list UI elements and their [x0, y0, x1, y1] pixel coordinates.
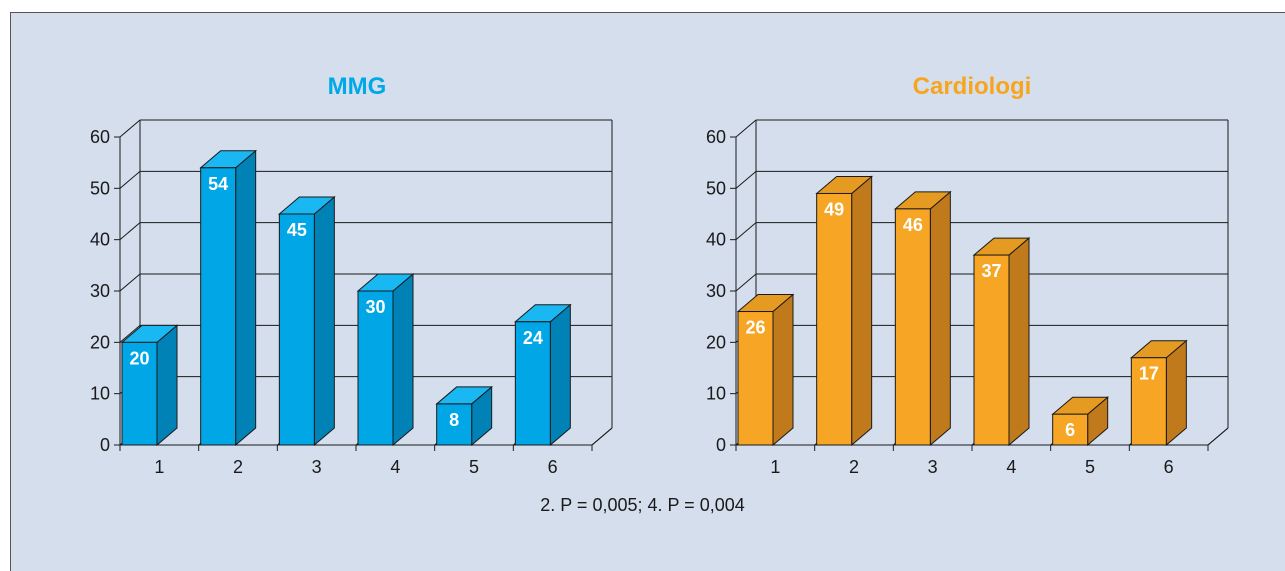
y-tick-label: 50	[706, 178, 726, 198]
y-tick-label: 30	[706, 281, 726, 301]
x-tick-label: 3	[928, 457, 938, 477]
bar-5	[436, 403, 473, 446]
grid-diagonal	[735, 222, 757, 241]
x-tick-label: 1	[770, 457, 780, 477]
bar-side-2	[235, 149, 257, 447]
footnote: 2. P = 0,005; 4. P = 0,004	[540, 495, 745, 515]
y-tick-label: 0	[716, 435, 726, 455]
bar-4	[973, 254, 1010, 446]
data-label: 45	[287, 220, 307, 240]
bar-1	[121, 341, 158, 446]
data-label: 8	[449, 410, 459, 430]
data-label: 30	[365, 297, 385, 317]
chart-1: MMG 0 10 20 30 40 50 60 20 1 54 2 45 3 30 4 8 5 24 6	[90, 73, 613, 477]
data-label: 54	[208, 174, 228, 194]
floor-diagonal	[1207, 427, 1229, 446]
data-label: 26	[745, 318, 765, 338]
bar-side-6	[549, 303, 571, 447]
bar-1	[737, 311, 774, 446]
x-tick-label: 4	[1006, 457, 1016, 477]
x-tick-label: 5	[469, 457, 479, 477]
bar-side-6	[1165, 339, 1187, 447]
x-tick-label: 2	[233, 457, 243, 477]
grid-diagonal	[119, 222, 141, 241]
data-label: 24	[523, 328, 543, 348]
bar-4	[357, 290, 394, 446]
bar-2	[816, 192, 853, 446]
y-tick-label: 60	[90, 127, 110, 147]
bar-side-3	[929, 190, 951, 447]
bar-side-3	[313, 195, 335, 447]
bar-side-1	[772, 293, 794, 447]
chart-title: Cardiologi	[913, 73, 1032, 100]
y-tick-label: 10	[90, 384, 110, 404]
data-label: 6	[1065, 420, 1075, 440]
bar-side-4	[392, 272, 414, 447]
x-tick-label: 2	[849, 457, 859, 477]
bar-side-1	[156, 324, 178, 447]
y-tick-label: 0	[100, 435, 110, 455]
grid-diagonal	[119, 273, 141, 292]
x-tick-label: 4	[390, 457, 400, 477]
data-label: 46	[903, 215, 923, 235]
x-tick-label: 3	[312, 457, 322, 477]
bar-side-4	[1008, 236, 1030, 447]
y-tick-label: 40	[706, 230, 726, 250]
data-label: 37	[981, 261, 1001, 281]
y-tick-label: 50	[90, 178, 110, 198]
x-tick-label: 6	[1164, 457, 1174, 477]
grid-diagonal	[119, 324, 141, 343]
grid-diagonal	[735, 170, 757, 189]
bar-6	[1130, 357, 1167, 446]
x-tick-label: 5	[1085, 457, 1095, 477]
bar-3	[278, 213, 315, 446]
bar-6	[514, 321, 551, 446]
data-label: 17	[1139, 364, 1159, 384]
chart-title: MMG	[328, 73, 387, 100]
grid-diagonal	[119, 119, 141, 138]
grid-diagonal	[735, 273, 757, 292]
x-tick-label: 6	[548, 457, 558, 477]
floor-diagonal	[591, 427, 613, 446]
y-tick-label: 20	[90, 332, 110, 352]
y-tick-label: 20	[706, 332, 726, 352]
grid-diagonal	[735, 119, 757, 138]
bar-5	[1052, 413, 1089, 446]
y-tick-label: 30	[90, 281, 110, 301]
bar-side-2	[851, 175, 873, 447]
data-label: 49	[824, 199, 844, 219]
y-tick-label: 40	[90, 230, 110, 250]
bar-2	[200, 167, 237, 446]
y-tick-label: 10	[706, 384, 726, 404]
bar-3	[894, 208, 931, 446]
y-tick-label: 60	[706, 127, 726, 147]
data-label: 20	[129, 348, 149, 368]
grid-diagonal	[119, 170, 141, 189]
x-tick-label: 1	[154, 457, 164, 477]
